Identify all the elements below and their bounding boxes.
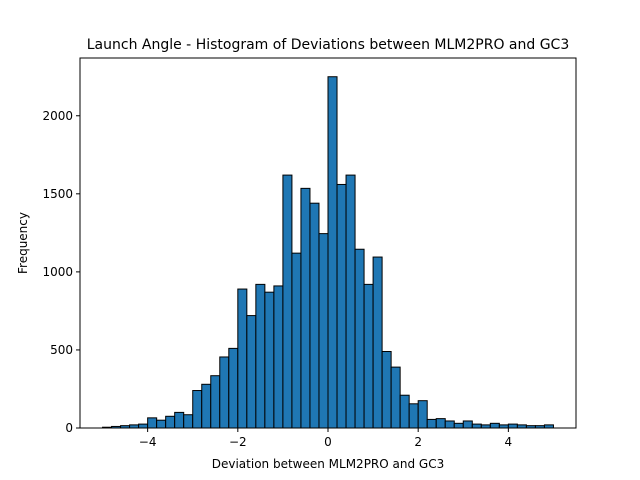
histogram-bar [372, 256, 383, 429]
x-tick-label: −2 [229, 435, 247, 449]
histogram-bar [156, 419, 167, 429]
histogram-bar [210, 375, 221, 429]
y-tick-label: 0 [65, 421, 73, 435]
x-tick-label: 4 [505, 435, 513, 449]
histogram-bar [165, 415, 176, 429]
chart-title: Launch Angle - Histogram of Deviations b… [87, 37, 569, 53]
x-axis-label: Deviation between MLM2PRO and GC3 [212, 457, 444, 471]
histogram-bar [453, 422, 464, 429]
histogram-bar [174, 411, 185, 429]
histogram-bar [192, 390, 203, 429]
x-axis-ticks: −4 −2 0 2 4 [139, 428, 512, 449]
histogram-bar [408, 403, 419, 429]
x-tick-label: −4 [139, 435, 157, 449]
histogram-bar [201, 383, 212, 429]
histogram-bar [336, 183, 347, 429]
histogram-bar [507, 423, 518, 429]
histogram-bar [264, 291, 275, 429]
histogram-bar [489, 422, 500, 429]
y-axis-label: Frequency [16, 212, 30, 274]
x-tick-label: 0 [324, 435, 332, 449]
histogram-bar [399, 394, 410, 429]
y-tick-label: 1000 [42, 265, 73, 279]
histogram-bar [273, 285, 284, 429]
histogram-bar [381, 351, 392, 429]
y-tick-label: 2000 [42, 109, 73, 123]
histogram-bar [444, 420, 455, 429]
histogram-bar [237, 288, 248, 429]
histogram-bar [354, 248, 365, 429]
histogram-bar [327, 76, 338, 429]
histogram-bar [318, 233, 329, 429]
histogram-bar [345, 174, 356, 429]
histogram-bar [246, 315, 257, 429]
histogram-bar [426, 418, 437, 429]
histogram-bar [309, 202, 320, 429]
histogram-bar [228, 347, 239, 429]
histogram-bar [255, 283, 266, 429]
histogram-bar [138, 423, 149, 429]
y-tick-label: 500 [50, 343, 73, 357]
y-axis-ticks: 0 500 1000 1500 2000 [42, 109, 80, 435]
histogram-bar [435, 418, 446, 429]
histogram-bar [363, 283, 374, 429]
histogram-bar [147, 417, 158, 429]
histogram-bar [462, 420, 473, 429]
histogram-bar [219, 356, 230, 429]
histogram-bar [471, 423, 482, 429]
x-tick-label: 2 [414, 435, 422, 449]
y-tick-label: 1500 [42, 187, 73, 201]
histogram-bar [417, 400, 428, 429]
histogram-bar [390, 366, 401, 429]
histogram-bar [183, 414, 194, 429]
histogram-bar [282, 174, 293, 429]
histogram-bar [291, 252, 302, 429]
histogram-bar [300, 187, 311, 429]
